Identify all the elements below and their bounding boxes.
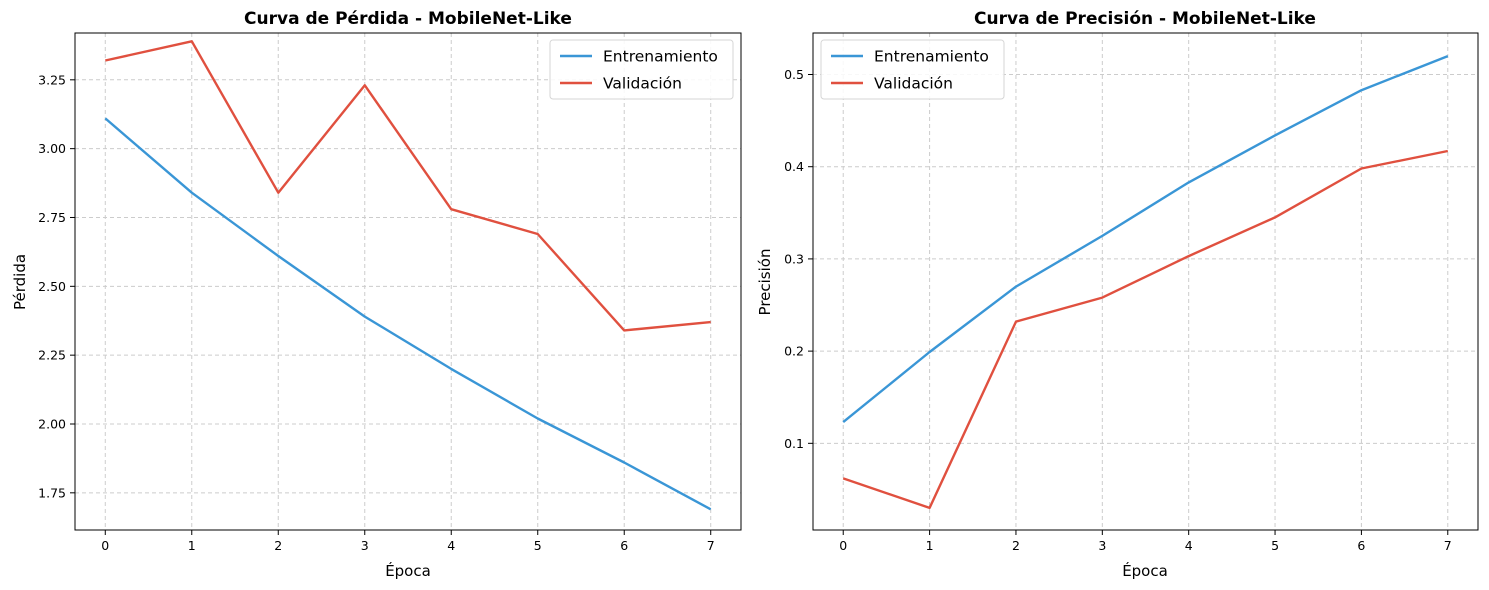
- loss-series-line-train: [104, 117, 712, 511]
- loss-xtick-label: 3: [361, 538, 369, 553]
- loss-ytick-label: 2.25: [38, 348, 66, 363]
- loss-legend-label: Validación: [603, 75, 682, 93]
- loss-chart-panel: Curva de Pérdida - MobileNet-Like Época …: [11, 9, 742, 580]
- loss-xtick-label: 5: [534, 538, 542, 553]
- loss-xtick-label: 2: [274, 538, 282, 553]
- accuracy-xtick-label: 1: [926, 538, 934, 553]
- loss-chart-title: Curva de Pérdida - MobileNet-Like: [244, 9, 572, 29]
- loss-legend-label: Entrenamiento: [603, 48, 718, 66]
- loss-series-line-val: [105, 40, 711, 332]
- accuracy-xtick-label: 4: [1185, 538, 1193, 553]
- accuracy-xtick-label: 3: [1098, 538, 1106, 553]
- accuracy-ytick-label: 0.3: [784, 251, 804, 266]
- accuracy-ytick-label: 0.1: [784, 436, 804, 451]
- accuracy-xtick-label: 2: [1012, 538, 1020, 553]
- loss-chart-xlabel: Época: [385, 561, 431, 580]
- loss-ytick-label: 2.50: [38, 279, 66, 294]
- accuracy-xtick-label: 0: [839, 538, 847, 553]
- loss-chart-ylabel: Pérdida: [11, 254, 29, 310]
- loss-xtick-label: 6: [620, 538, 628, 553]
- accuracy-xtick-label: 6: [1357, 538, 1365, 553]
- accuracy-xtick-label: 7: [1444, 538, 1452, 553]
- loss-xtick-label: 7: [707, 538, 715, 553]
- loss-legend-box: [549, 39, 734, 100]
- accuracy-series-line-train: [842, 54, 1449, 424]
- accuracy-legend-box: [820, 39, 1005, 100]
- accuracy-plot-frame: [812, 32, 1479, 531]
- loss-ytick-label: 3.00: [38, 141, 66, 156]
- accuracy-ytick-label: 0.5: [784, 67, 804, 82]
- loss-ytick-label: 1.75: [38, 485, 66, 500]
- loss-legend: Entrenamiento Validación: [549, 39, 734, 100]
- loss-xtick-label: 0: [101, 538, 109, 553]
- accuracy-legend-label: Validación: [874, 75, 953, 93]
- accuracy-xtick-label: 5: [1271, 538, 1279, 553]
- accuracy-series-line-val: [842, 149, 1449, 510]
- accuracy-ytick-label: 0.2: [784, 344, 804, 359]
- accuracy-legend-label: Entrenamiento: [874, 48, 989, 66]
- loss-ytick-label: 2.75: [38, 210, 66, 225]
- accuracy-chart-panel: Curva de Precisión - MobileNet-Like Époc…: [756, 9, 1479, 580]
- accuracy-chart-xlabel: Época: [1122, 561, 1168, 580]
- loss-xtick-label: 1: [188, 538, 196, 553]
- accuracy-chart-ylabel: Precisión: [756, 249, 774, 316]
- accuracy-ytick-label: 0.4: [784, 159, 804, 174]
- accuracy-chart-title: Curva de Precisión - MobileNet-Like: [974, 9, 1316, 29]
- loss-xtick-label: 4: [447, 538, 455, 553]
- loss-ytick-label: 2.00: [38, 416, 66, 431]
- loss-ytick-label: 3.25: [38, 72, 66, 87]
- loss-plot-frame: [74, 32, 742, 531]
- accuracy-legend: Entrenamiento Validación: [820, 39, 1005, 100]
